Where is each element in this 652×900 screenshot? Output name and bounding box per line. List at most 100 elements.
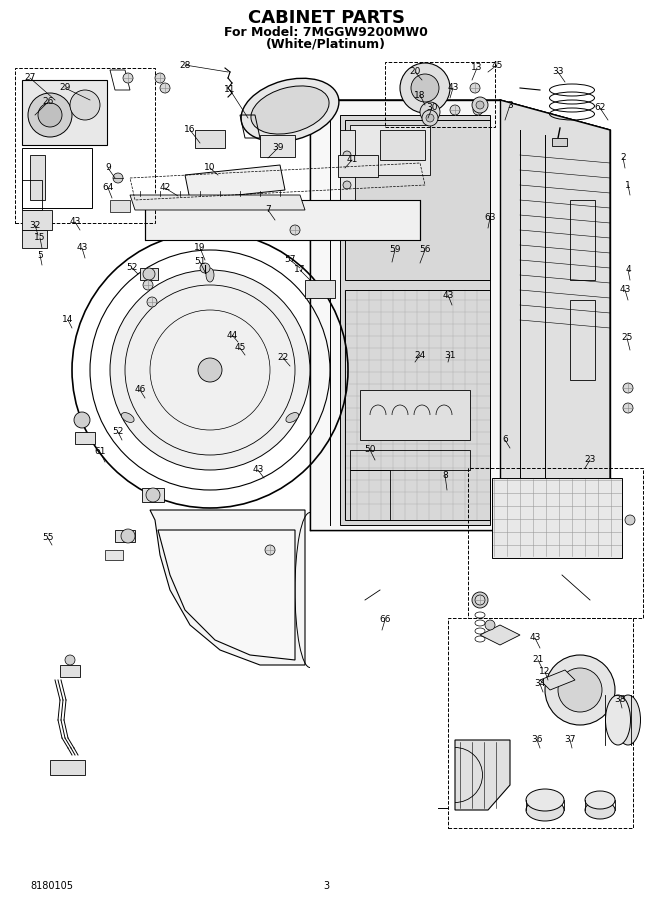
Text: (White/Platinum): (White/Platinum) bbox=[266, 38, 386, 50]
Text: 14: 14 bbox=[63, 316, 74, 325]
Circle shape bbox=[485, 620, 495, 630]
Text: 38: 38 bbox=[614, 696, 626, 705]
Circle shape bbox=[558, 668, 602, 712]
Text: 9: 9 bbox=[105, 164, 111, 173]
Circle shape bbox=[143, 268, 155, 280]
Text: 44: 44 bbox=[226, 330, 237, 339]
Circle shape bbox=[290, 225, 300, 235]
Text: 25: 25 bbox=[621, 334, 632, 343]
Circle shape bbox=[123, 73, 133, 83]
Text: 5: 5 bbox=[37, 250, 43, 259]
Text: 43: 43 bbox=[529, 634, 541, 643]
Text: 8: 8 bbox=[442, 471, 448, 480]
Bar bbox=[50, 760, 85, 775]
Bar bbox=[75, 432, 95, 444]
Circle shape bbox=[625, 515, 635, 525]
Text: 43: 43 bbox=[76, 244, 87, 253]
Ellipse shape bbox=[286, 412, 299, 422]
Text: 39: 39 bbox=[273, 143, 284, 152]
Text: 33: 33 bbox=[552, 68, 564, 76]
Text: 50: 50 bbox=[364, 446, 376, 454]
Circle shape bbox=[343, 151, 351, 159]
Text: 31: 31 bbox=[444, 350, 456, 359]
Text: 24: 24 bbox=[415, 350, 426, 359]
Bar bbox=[340, 130, 355, 210]
Bar bbox=[22, 148, 92, 208]
Text: 34: 34 bbox=[534, 680, 546, 688]
Text: 30: 30 bbox=[426, 104, 437, 112]
Polygon shape bbox=[130, 195, 305, 210]
Text: 4: 4 bbox=[625, 266, 631, 274]
Text: 51: 51 bbox=[194, 257, 206, 266]
Bar bbox=[22, 210, 52, 230]
Text: 17: 17 bbox=[294, 266, 306, 274]
Circle shape bbox=[200, 263, 210, 273]
Bar bbox=[140, 268, 158, 280]
Circle shape bbox=[475, 595, 485, 605]
Bar bbox=[305, 280, 335, 298]
Text: For Model: 7MGGW9200MW0: For Model: 7MGGW9200MW0 bbox=[224, 25, 428, 39]
Text: 55: 55 bbox=[42, 534, 53, 543]
Text: 46: 46 bbox=[134, 385, 145, 394]
Text: 3: 3 bbox=[507, 101, 513, 110]
Circle shape bbox=[472, 592, 488, 608]
Circle shape bbox=[121, 529, 135, 543]
Polygon shape bbox=[150, 510, 305, 665]
Circle shape bbox=[110, 270, 310, 470]
Ellipse shape bbox=[585, 791, 615, 809]
Polygon shape bbox=[310, 100, 500, 530]
Text: 3: 3 bbox=[323, 881, 329, 891]
Ellipse shape bbox=[526, 799, 564, 821]
Text: 43: 43 bbox=[442, 291, 454, 300]
Circle shape bbox=[623, 403, 633, 413]
Text: 13: 13 bbox=[471, 64, 482, 73]
Circle shape bbox=[473, 105, 483, 115]
Circle shape bbox=[113, 173, 123, 183]
Text: 1: 1 bbox=[625, 181, 631, 190]
Circle shape bbox=[147, 297, 157, 307]
Polygon shape bbox=[480, 625, 520, 645]
Circle shape bbox=[65, 655, 75, 665]
Text: 43: 43 bbox=[252, 465, 263, 474]
Circle shape bbox=[70, 90, 100, 120]
Bar bbox=[570, 200, 595, 280]
Circle shape bbox=[160, 83, 170, 93]
Circle shape bbox=[420, 102, 440, 122]
Text: 45: 45 bbox=[492, 60, 503, 69]
Text: 19: 19 bbox=[194, 244, 206, 253]
Text: 66: 66 bbox=[379, 616, 391, 625]
Bar bbox=[385, 62, 495, 127]
Text: 61: 61 bbox=[95, 447, 106, 456]
Text: 28: 28 bbox=[179, 60, 190, 69]
Bar bbox=[142, 488, 164, 502]
Polygon shape bbox=[145, 200, 420, 240]
Text: 52: 52 bbox=[126, 264, 138, 273]
Circle shape bbox=[265, 545, 275, 555]
Bar bbox=[115, 530, 135, 542]
Bar bbox=[492, 478, 622, 558]
Ellipse shape bbox=[526, 789, 564, 811]
Bar bbox=[105, 550, 123, 560]
Polygon shape bbox=[455, 740, 510, 810]
Bar bbox=[110, 200, 130, 212]
Ellipse shape bbox=[241, 78, 339, 141]
Bar bbox=[468, 468, 643, 618]
Ellipse shape bbox=[606, 695, 630, 745]
Bar bbox=[570, 300, 595, 380]
Circle shape bbox=[422, 110, 438, 126]
Text: 62: 62 bbox=[595, 104, 606, 112]
Bar bbox=[22, 230, 47, 248]
Ellipse shape bbox=[251, 86, 329, 134]
Text: 8180105: 8180105 bbox=[30, 881, 73, 891]
Text: 57: 57 bbox=[284, 256, 296, 265]
Circle shape bbox=[146, 488, 160, 502]
Text: 43: 43 bbox=[69, 218, 81, 227]
Text: 15: 15 bbox=[35, 233, 46, 242]
Polygon shape bbox=[540, 670, 575, 690]
Text: 2: 2 bbox=[620, 154, 626, 163]
Circle shape bbox=[411, 74, 439, 102]
Bar bbox=[345, 290, 490, 520]
Text: 43: 43 bbox=[619, 285, 630, 294]
Text: 29: 29 bbox=[59, 84, 70, 93]
Ellipse shape bbox=[206, 268, 214, 282]
